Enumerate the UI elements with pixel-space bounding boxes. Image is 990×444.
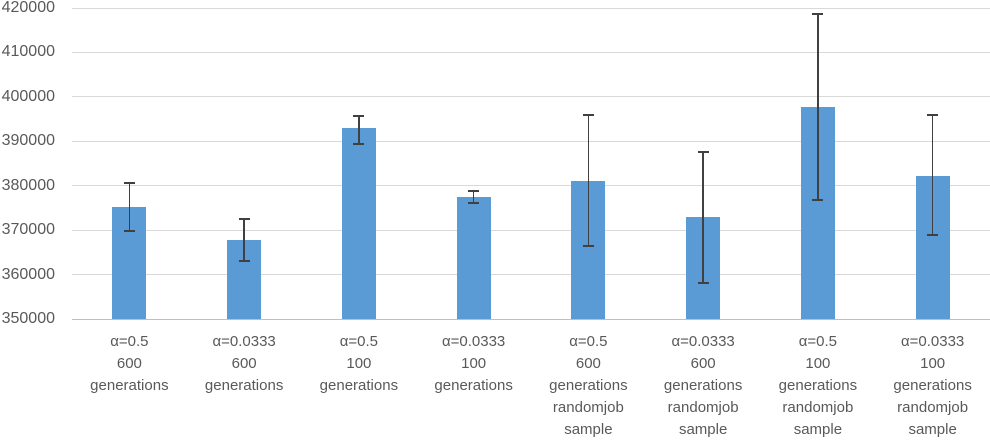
error-bar-cap-bottom xyxy=(582,244,594,247)
category-label-line: α=0.5 xyxy=(339,333,379,350)
error-bar-cap-top xyxy=(812,12,824,15)
y-tick-label: 360000 xyxy=(1,265,55,283)
y-tick-label: 410000 xyxy=(1,43,55,61)
gridline xyxy=(72,140,990,142)
category-label: α=0.0333 600 generations randomjob sample xyxy=(646,331,761,441)
category-label-line: generations xyxy=(778,377,858,394)
gridline xyxy=(72,274,990,276)
category-label-line: randomjob xyxy=(552,399,624,416)
category-label-line: 600 xyxy=(690,355,716,372)
y-tick-label: 370000 xyxy=(1,221,55,239)
category-label-line: generations xyxy=(319,377,399,394)
error-bar-line xyxy=(472,190,475,203)
error-bar-cap-top xyxy=(353,114,365,117)
category-label: α=0.0333 600 generations xyxy=(187,331,302,397)
category-label: α=0.5 100 generations xyxy=(302,331,417,397)
error-bar-cap-top xyxy=(468,189,480,192)
y-tick-label: 400000 xyxy=(1,87,55,105)
category-label-line: α=0.5 xyxy=(569,333,608,350)
error-bar-cap-bottom xyxy=(927,234,939,237)
category-label-line: sample xyxy=(678,421,728,438)
error-bar-cap-bottom xyxy=(353,142,365,145)
category-label-line: α=0.0333 xyxy=(212,333,276,350)
category-label-line: randomjob xyxy=(782,399,854,416)
category-label-line: randomjob xyxy=(897,399,969,416)
y-tick-label: 390000 xyxy=(1,132,55,150)
category-label-line: sample xyxy=(564,421,613,438)
error-bar-cap-bottom xyxy=(238,260,250,263)
category-label-line: α=0.0333 xyxy=(900,333,965,350)
bar xyxy=(456,196,491,319)
error-bar-cap-top xyxy=(123,182,135,185)
gridline xyxy=(72,96,990,98)
category-label: α=0.0333 100 generations randomjob sample xyxy=(875,331,990,441)
category-label-line: α=0.0333 xyxy=(671,333,735,350)
category-label-line: generations xyxy=(434,377,513,394)
error-bar-line xyxy=(128,183,131,232)
category-label: α=0.0333 100 generations xyxy=(416,331,531,397)
category-label: α=0.5 100 generations randomjob sample xyxy=(761,331,876,441)
error-bar-line xyxy=(702,151,704,283)
category-label-line: sample xyxy=(908,421,957,438)
error-bar-line xyxy=(243,218,245,262)
error-bar-cap-bottom xyxy=(812,198,824,201)
error-bar-cap-bottom xyxy=(697,281,709,284)
category-label-line: 100 xyxy=(346,355,372,372)
category-label-line: generations xyxy=(663,377,743,394)
gridline xyxy=(72,229,990,231)
error-bar-line xyxy=(931,114,934,236)
gridline xyxy=(72,51,990,53)
error-bar-cap-top xyxy=(927,113,939,116)
category-label-line: generations xyxy=(204,377,284,394)
gridline xyxy=(72,7,990,9)
category-label-line: 600 xyxy=(116,355,142,372)
error-bar-cap-top xyxy=(697,150,709,153)
error-bar-line xyxy=(817,13,819,200)
category-label-line: 100 xyxy=(805,355,831,372)
y-tick-label: 380000 xyxy=(1,176,55,194)
category-label-line: α=0.5 xyxy=(110,333,149,350)
category-label-line: generations xyxy=(893,377,972,394)
category-label-line: α=0.5 xyxy=(798,333,838,350)
error-bar-line xyxy=(587,114,590,246)
category-label-line: α=0.0333 xyxy=(441,333,506,350)
category-label-line: 600 xyxy=(231,355,257,372)
y-tick-label: 420000 xyxy=(1,0,55,16)
error-bar-cap-top xyxy=(582,113,594,116)
gridline xyxy=(72,185,990,187)
category-label-line: sample xyxy=(793,421,843,438)
category-label-line: 100 xyxy=(920,355,946,372)
category-label-line: 600 xyxy=(575,355,601,372)
error-bar-cap-bottom xyxy=(468,201,480,204)
error-bar-cap-top xyxy=(238,217,250,220)
bar xyxy=(341,128,376,319)
category-label-line: generations xyxy=(549,377,628,394)
category-label: α=0.5 600 generations xyxy=(72,331,187,397)
category-label-line: generations xyxy=(90,377,169,394)
y-tick-label: 350000 xyxy=(1,310,55,327)
error-bar-line xyxy=(358,115,360,144)
error-bar-cap-bottom xyxy=(123,230,135,233)
category-label-line: 100 xyxy=(461,355,487,372)
category-label-line: randomjob xyxy=(667,399,739,416)
category-label: α=0.5 600 generations randomjob sample xyxy=(531,331,646,441)
x-axis-line xyxy=(72,318,990,320)
